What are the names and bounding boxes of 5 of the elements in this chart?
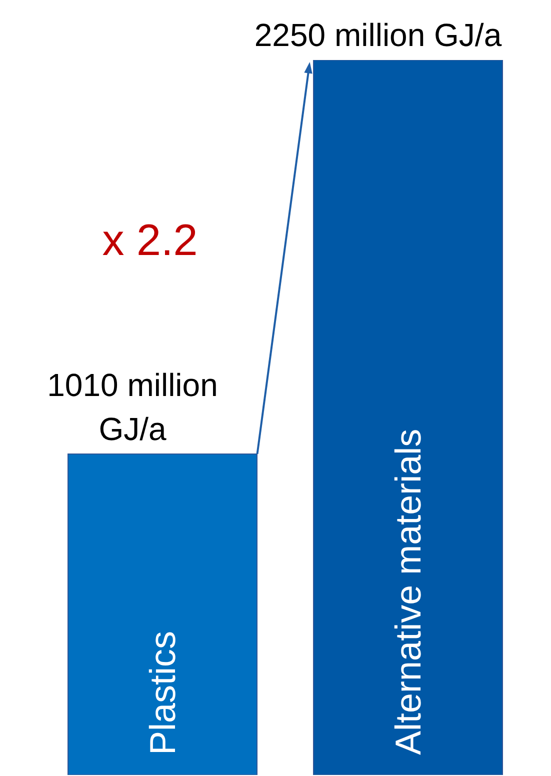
x-tick-label: Alternative materials (387, 428, 428, 755)
annotation: x 2.2 (102, 216, 198, 265)
data-label: 2250 million GJ/a (254, 17, 502, 53)
data-label: 1010 million GJ/a (47, 367, 218, 448)
x-tick-label: Plastics (142, 630, 183, 755)
